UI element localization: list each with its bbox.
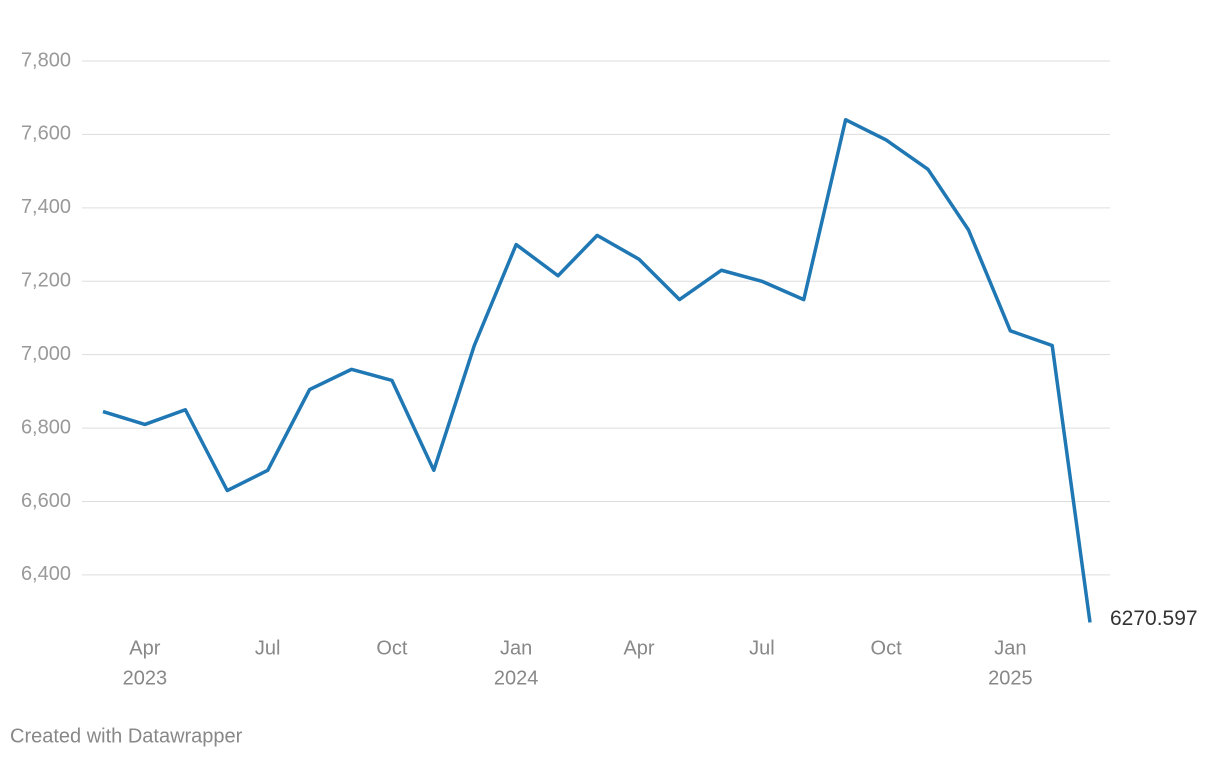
x-tick-label: Jul	[255, 637, 281, 659]
x-tick-label: Oct	[871, 637, 903, 659]
x-tick-label: Jan	[500, 637, 532, 659]
y-tick-label: 6,600	[21, 490, 71, 512]
x-tick-label: Jan	[994, 637, 1026, 659]
x-tick-label: Oct	[376, 637, 408, 659]
y-tick-label: 7,200	[21, 270, 71, 292]
x-tick-year: 2025	[988, 667, 1033, 689]
y-tick-label: 6,800	[21, 416, 71, 438]
x-tick-label: Apr	[129, 637, 160, 659]
value-label: 6270.597	[1110, 607, 1198, 630]
x-tick-label: Apr	[623, 637, 654, 659]
x-tick-year: 2023	[123, 667, 168, 689]
x-tick-label: Jul	[749, 637, 775, 659]
y-tick-label: 7,600	[21, 123, 71, 145]
credit: Created with Datawrapper	[10, 725, 243, 747]
y-tick-label: 7,400	[21, 196, 71, 218]
y-tick-label: 7,800	[21, 49, 71, 71]
line	[102, 117, 1092, 623]
y-tick-label: 7,000	[21, 343, 71, 365]
x-tick-year: 2024	[494, 667, 539, 689]
y-tick-label: 6,400	[21, 563, 71, 585]
